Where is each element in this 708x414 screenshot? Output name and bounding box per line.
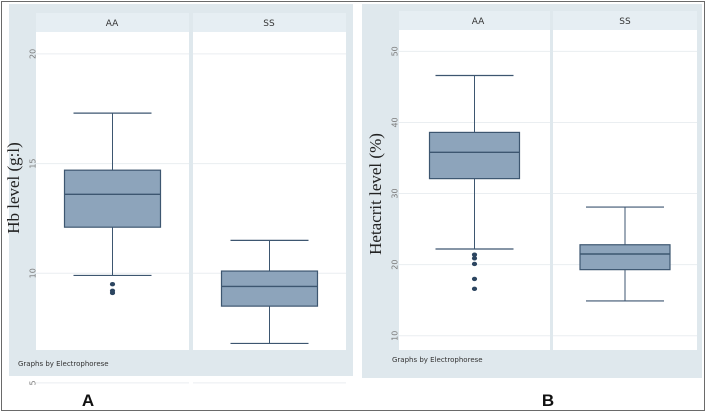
panel-b-plot-ss: [553, 30, 697, 350]
panel-a-letter: A: [82, 391, 94, 410]
y-tick-label: 15: [29, 158, 38, 168]
panel-a-y-ticks: 20 15 10 5: [29, 49, 38, 386]
box-ss: [579, 206, 671, 302]
box-aa: [428, 74, 521, 292]
panel-b-strip-ss-label: SS: [619, 17, 631, 27]
y-tick-label: 50: [391, 46, 400, 56]
outlier-point: [471, 276, 478, 282]
panel-a-strip-ss: [193, 13, 346, 32]
panel-b-letter: B: [542, 391, 554, 410]
panel-a-note: Graphs by Electrophorese: [18, 360, 109, 368]
panel-b-strip-aa-label: AA: [472, 17, 485, 27]
box-aa: [63, 112, 162, 296]
panel-b-note: Graphs by Electrophorese: [392, 356, 483, 364]
panel-a-strip-ss-label: SS: [263, 19, 275, 29]
y-tick-label: 30: [391, 188, 400, 198]
panel-b-boxes: [428, 74, 671, 302]
panel-a-strip-aa-label: AA: [106, 19, 119, 29]
panel-b-y-axis-title: Hetacrit level (%): [366, 133, 385, 255]
outlier-point: [109, 290, 116, 296]
panel-a: AA SS 20 15 10 5 Hb level (g:l) Graphs by E…: [4, 4, 353, 410]
panel-b-y-ticks: 50 40 30 20 10: [391, 46, 400, 341]
box-ss: [220, 239, 319, 345]
panel-a-y-axis-title: Hb level (g:l): [4, 142, 23, 234]
outlier-point: [471, 256, 478, 261]
panel-a-strip-aa: [36, 13, 189, 32]
y-tick-label: 10: [391, 331, 400, 341]
outlier-point: [109, 282, 116, 287]
y-tick-label: 40: [391, 117, 400, 127]
outlier-point: [471, 261, 478, 267]
y-tick-label: 20: [29, 49, 38, 59]
box-iqr: [63, 169, 162, 228]
panel-a-boxes: [63, 112, 319, 345]
y-tick-label: 20: [391, 260, 400, 270]
box-iqr: [428, 131, 521, 180]
panel-b-strip-ss: [553, 11, 697, 30]
outlier-point: [471, 252, 478, 257]
y-tick-label: 5: [29, 380, 38, 385]
panel-b: AA SS 50 40 30 20 10 Hetacrit level (%) Grap…: [362, 4, 702, 410]
panel-b-strip-aa: [399, 11, 550, 30]
box-iqr: [579, 244, 671, 271]
y-tick-label: 10: [29, 268, 38, 278]
outlier-point: [471, 286, 478, 292]
box-iqr: [220, 270, 319, 307]
